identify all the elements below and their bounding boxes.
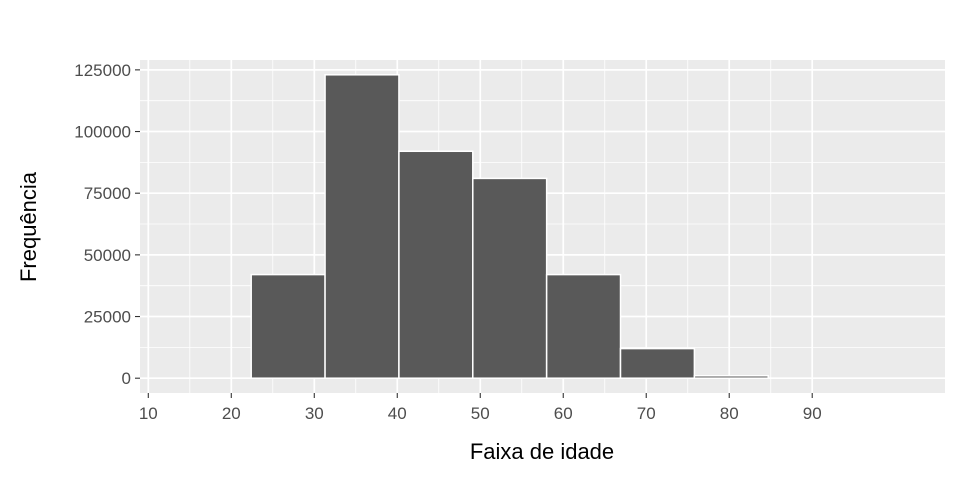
y-axis-ticks: 0 25000 50000 75000 100000 125000 [74,61,140,388]
x-tick-label: 30 [305,404,324,423]
histogram-bar [693,374,769,379]
y-axis-title: Frequência [16,171,41,282]
y-tick-label: 0 [122,369,131,388]
histogram-bar [250,273,326,379]
x-tick-label: 90 [803,404,822,423]
y-tick-label: 50000 [84,246,131,265]
x-axis-ticks: 10 20 30 40 50 60 70 80 90 [139,393,822,423]
x-tick-label: 70 [637,404,656,423]
y-tick-label: 125000 [74,61,131,80]
y-tick-label: 75000 [84,184,131,203]
histogram-bar [472,177,548,379]
y-tick-label: 100000 [74,123,131,142]
x-tick-label: 80 [720,404,739,423]
x-tick-label: 40 [388,404,407,423]
histogram-bar [324,74,400,379]
y-tick-label: 25000 [84,308,131,327]
x-tick-label: 20 [222,404,241,423]
histogram-bar [545,273,622,379]
x-tick-label: 10 [139,404,158,423]
x-tick-label: 50 [471,404,490,423]
histogram-bars [176,74,843,379]
histogram-bar [398,150,474,379]
histogram-bar [619,347,696,379]
x-tick-label: 60 [554,404,573,423]
x-axis-title: Faixa de idade [470,439,614,464]
